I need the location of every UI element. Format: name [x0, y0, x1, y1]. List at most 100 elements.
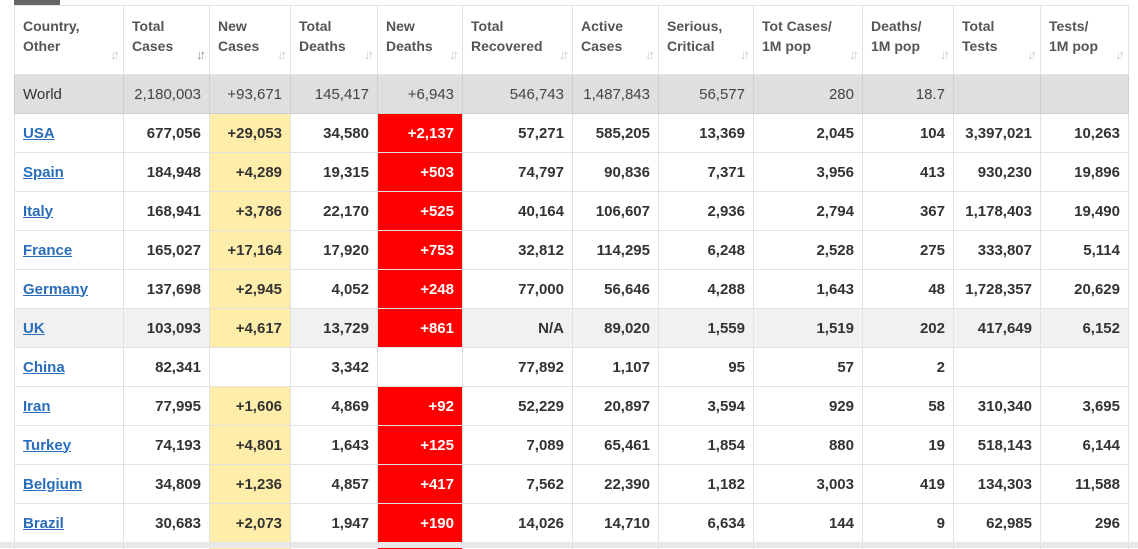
column-header-line1: Active: [581, 16, 650, 36]
stat-cell: 22,390: [573, 465, 659, 504]
stat-cell: 14,026: [463, 504, 573, 543]
stat-cell: +2,945: [210, 270, 291, 309]
stat-cell: 22,170: [291, 192, 378, 231]
stat-cell: 168,941: [124, 192, 210, 231]
sort-updown-icon[interactable]: ↓↑: [364, 45, 371, 65]
stat-cell: 57: [754, 348, 863, 387]
stat-cell: [954, 348, 1041, 387]
column-header-line1: Total: [471, 16, 564, 36]
column-header-line1: New: [218, 16, 282, 36]
stat-cell: 6,144: [1041, 426, 1129, 465]
sort-updown-icon[interactable]: ↓↑: [1115, 45, 1122, 65]
horizontal-scrollbar[interactable]: [0, 542, 1138, 548]
stat-cell: 19,315: [291, 153, 378, 192]
sort-updown-icon[interactable]: ↓↑: [849, 45, 856, 65]
column-header-line2: Critical: [667, 36, 745, 56]
sort-updown-icon[interactable]: ↓↑: [196, 45, 203, 65]
stat-cell: 40,164: [463, 192, 573, 231]
country-cell: World: [15, 75, 124, 114]
country-cell: UK: [15, 309, 124, 348]
country-cell: France: [15, 231, 124, 270]
stat-cell: 333,807: [954, 231, 1041, 270]
stat-cell: 585,205: [573, 114, 659, 153]
country-cell: USA: [15, 114, 124, 153]
country-link[interactable]: Italy: [23, 203, 53, 220]
stat-cell: 1,487,843: [573, 75, 659, 114]
stat-cell: +6,943: [378, 75, 463, 114]
stat-cell: 145,417: [291, 75, 378, 114]
column-header-line2: Recovered: [471, 36, 564, 56]
country-cell: Turkey: [15, 426, 124, 465]
stat-cell: 3,695: [1041, 387, 1129, 426]
sort-updown-icon[interactable]: ↓↑: [110, 45, 117, 65]
country-link[interactable]: Turkey: [23, 437, 71, 454]
stat-cell: +753: [378, 231, 463, 270]
stat-cell: 2,180,003: [124, 75, 210, 114]
stat-cell: 1,182: [659, 465, 754, 504]
column-header[interactable]: Country,Other↓↑: [15, 6, 124, 75]
sort-updown-icon[interactable]: ↓↑: [277, 45, 284, 65]
stat-cell: 19,896: [1041, 153, 1129, 192]
country-cell: Iran: [15, 387, 124, 426]
stat-cell: 1,947: [291, 504, 378, 543]
stat-cell: 65,461: [573, 426, 659, 465]
column-header-line1: New: [386, 16, 454, 36]
sort-updown-icon[interactable]: ↓↑: [1027, 45, 1034, 65]
stat-cell: +248: [378, 270, 463, 309]
sort-updown-icon[interactable]: ↓↑: [449, 45, 456, 65]
country-cell: Italy: [15, 192, 124, 231]
stat-cell: 1,178,403: [954, 192, 1041, 231]
column-header[interactable]: Serious,Critical↓↑: [659, 6, 754, 75]
country-link[interactable]: Germany: [23, 281, 88, 298]
stat-cell: [1041, 348, 1129, 387]
stat-cell: 1,559: [659, 309, 754, 348]
country-link[interactable]: Spain: [23, 164, 64, 181]
column-header[interactable]: Tests/1M pop↓↑: [1041, 6, 1129, 75]
column-header-line2: 1M pop: [1049, 36, 1120, 56]
stat-cell: 546,743: [463, 75, 573, 114]
country-link[interactable]: France: [23, 242, 72, 259]
stat-cell: +2,073: [210, 504, 291, 543]
stat-cell: 880: [754, 426, 863, 465]
country-cell: Germany: [15, 270, 124, 309]
column-header-line2: Cases: [218, 36, 282, 56]
stat-cell: 929: [754, 387, 863, 426]
stat-cell: 5,114: [1041, 231, 1129, 270]
country-link[interactable]: USA: [23, 125, 55, 142]
country-link[interactable]: China: [23, 359, 65, 376]
column-header-line2: Tests: [962, 36, 1032, 56]
stat-cell: 3,397,021: [954, 114, 1041, 153]
stat-cell: 62,985: [954, 504, 1041, 543]
stat-cell: 14,710: [573, 504, 659, 543]
sort-updown-icon[interactable]: ↓↑: [740, 45, 747, 65]
stat-cell: 6,634: [659, 504, 754, 543]
stat-cell: 165,027: [124, 231, 210, 270]
column-header[interactable]: Tot Cases/1M pop↓↑: [754, 6, 863, 75]
stat-cell: +92: [378, 387, 463, 426]
country-link[interactable]: Belgium: [23, 476, 82, 493]
stat-cell: 2,936: [659, 192, 754, 231]
country-link[interactable]: Iran: [23, 398, 51, 415]
stat-cell: 1,643: [291, 426, 378, 465]
sort-updown-icon[interactable]: ↓↑: [559, 45, 566, 65]
country-link[interactable]: Brazil: [23, 515, 64, 532]
stat-cell: 2,528: [754, 231, 863, 270]
stat-cell: 3,342: [291, 348, 378, 387]
sort-updown-icon[interactable]: ↓↑: [645, 45, 652, 65]
sort-updown-icon[interactable]: ↓↑: [940, 45, 947, 65]
country-link[interactable]: UK: [23, 320, 45, 337]
stat-cell: [210, 348, 291, 387]
column-header[interactable]: Deaths/1M pop↓↑: [863, 6, 954, 75]
stat-cell: 19,490: [1041, 192, 1129, 231]
